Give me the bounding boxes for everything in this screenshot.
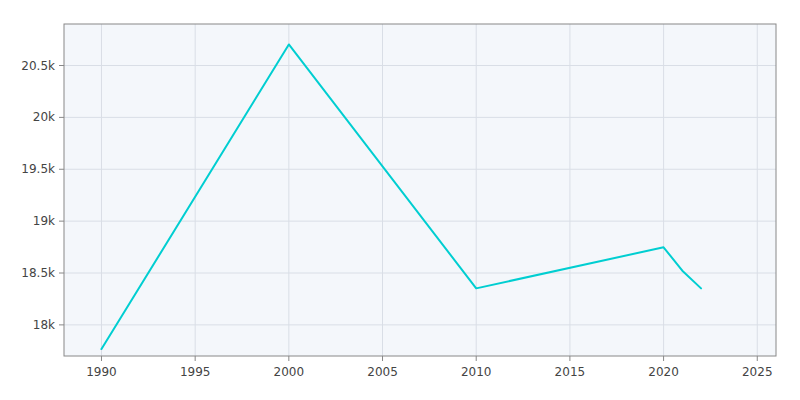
- x-tick: [195, 356, 196, 361]
- y-tick: [59, 324, 64, 325]
- x-grid-line: [382, 24, 383, 356]
- x-tick: [476, 356, 477, 361]
- x-grid-line: [101, 24, 102, 356]
- x-tick-label: 2005: [367, 365, 398, 379]
- chart-container: 1990 1995 2000 2005 2010 2015 2020 2025 18k 18.5k…: [0, 0, 800, 400]
- grid: [64, 24, 776, 356]
- y-grid-line: [64, 117, 776, 118]
- x-grid-line: [195, 24, 196, 356]
- line-series: [101, 44, 701, 349]
- y-tick: [59, 169, 64, 170]
- x-tick: [382, 356, 383, 361]
- y-tick: [59, 221, 64, 222]
- x-grid-line: [476, 24, 477, 356]
- x-tick: [288, 356, 289, 361]
- y-tick: [59, 273, 64, 274]
- y-grid-line: [64, 221, 776, 222]
- page: {"chart_data": {"type": "line", "x": [19…: [0, 0, 800, 400]
- y-grid-line: [64, 324, 776, 325]
- x-grid-line: [663, 24, 664, 356]
- y-tick-label: 19k: [33, 214, 55, 228]
- x-tick-label: 1995: [180, 365, 211, 379]
- y-tick-label: 20k: [33, 110, 55, 124]
- plot-background: [64, 24, 776, 356]
- x-tick: [757, 356, 758, 361]
- x-tick-label: 2010: [461, 365, 492, 379]
- x-tick: [569, 356, 570, 361]
- y-tick-label: 18.5k: [21, 266, 55, 280]
- x-grid-line: [757, 24, 758, 356]
- x-grid-line: [569, 24, 570, 356]
- y-tick: [59, 65, 64, 66]
- axes: 1990 1995 2000 2005 2010 2015 2020 2025 18k 18.5k…: [21, 24, 776, 379]
- plot-frame: [64, 24, 776, 356]
- x-tick: [663, 356, 664, 361]
- y-tick-label: 20.5k: [21, 59, 55, 73]
- chart-svg: 1990 1995 2000 2005 2010 2015 2020 2025 18k 18.5k…: [0, 0, 800, 400]
- y-grid-line: [64, 273, 776, 274]
- x-tick-label: 2015: [555, 365, 586, 379]
- y-tick-label: 19.5k: [21, 162, 55, 176]
- x-tick-label: 2000: [274, 365, 305, 379]
- x-tick-label: 2020: [648, 365, 679, 379]
- x-grid-line: [288, 24, 289, 356]
- y-tick: [59, 117, 64, 118]
- y-tick-label: 18k: [33, 318, 55, 332]
- x-tick-label: 1990: [86, 365, 117, 379]
- x-tick-label: 2025: [742, 365, 773, 379]
- x-tick: [101, 356, 102, 361]
- y-grid-line: [64, 169, 776, 170]
- data-layer: [101, 44, 701, 349]
- y-grid-line: [64, 65, 776, 66]
